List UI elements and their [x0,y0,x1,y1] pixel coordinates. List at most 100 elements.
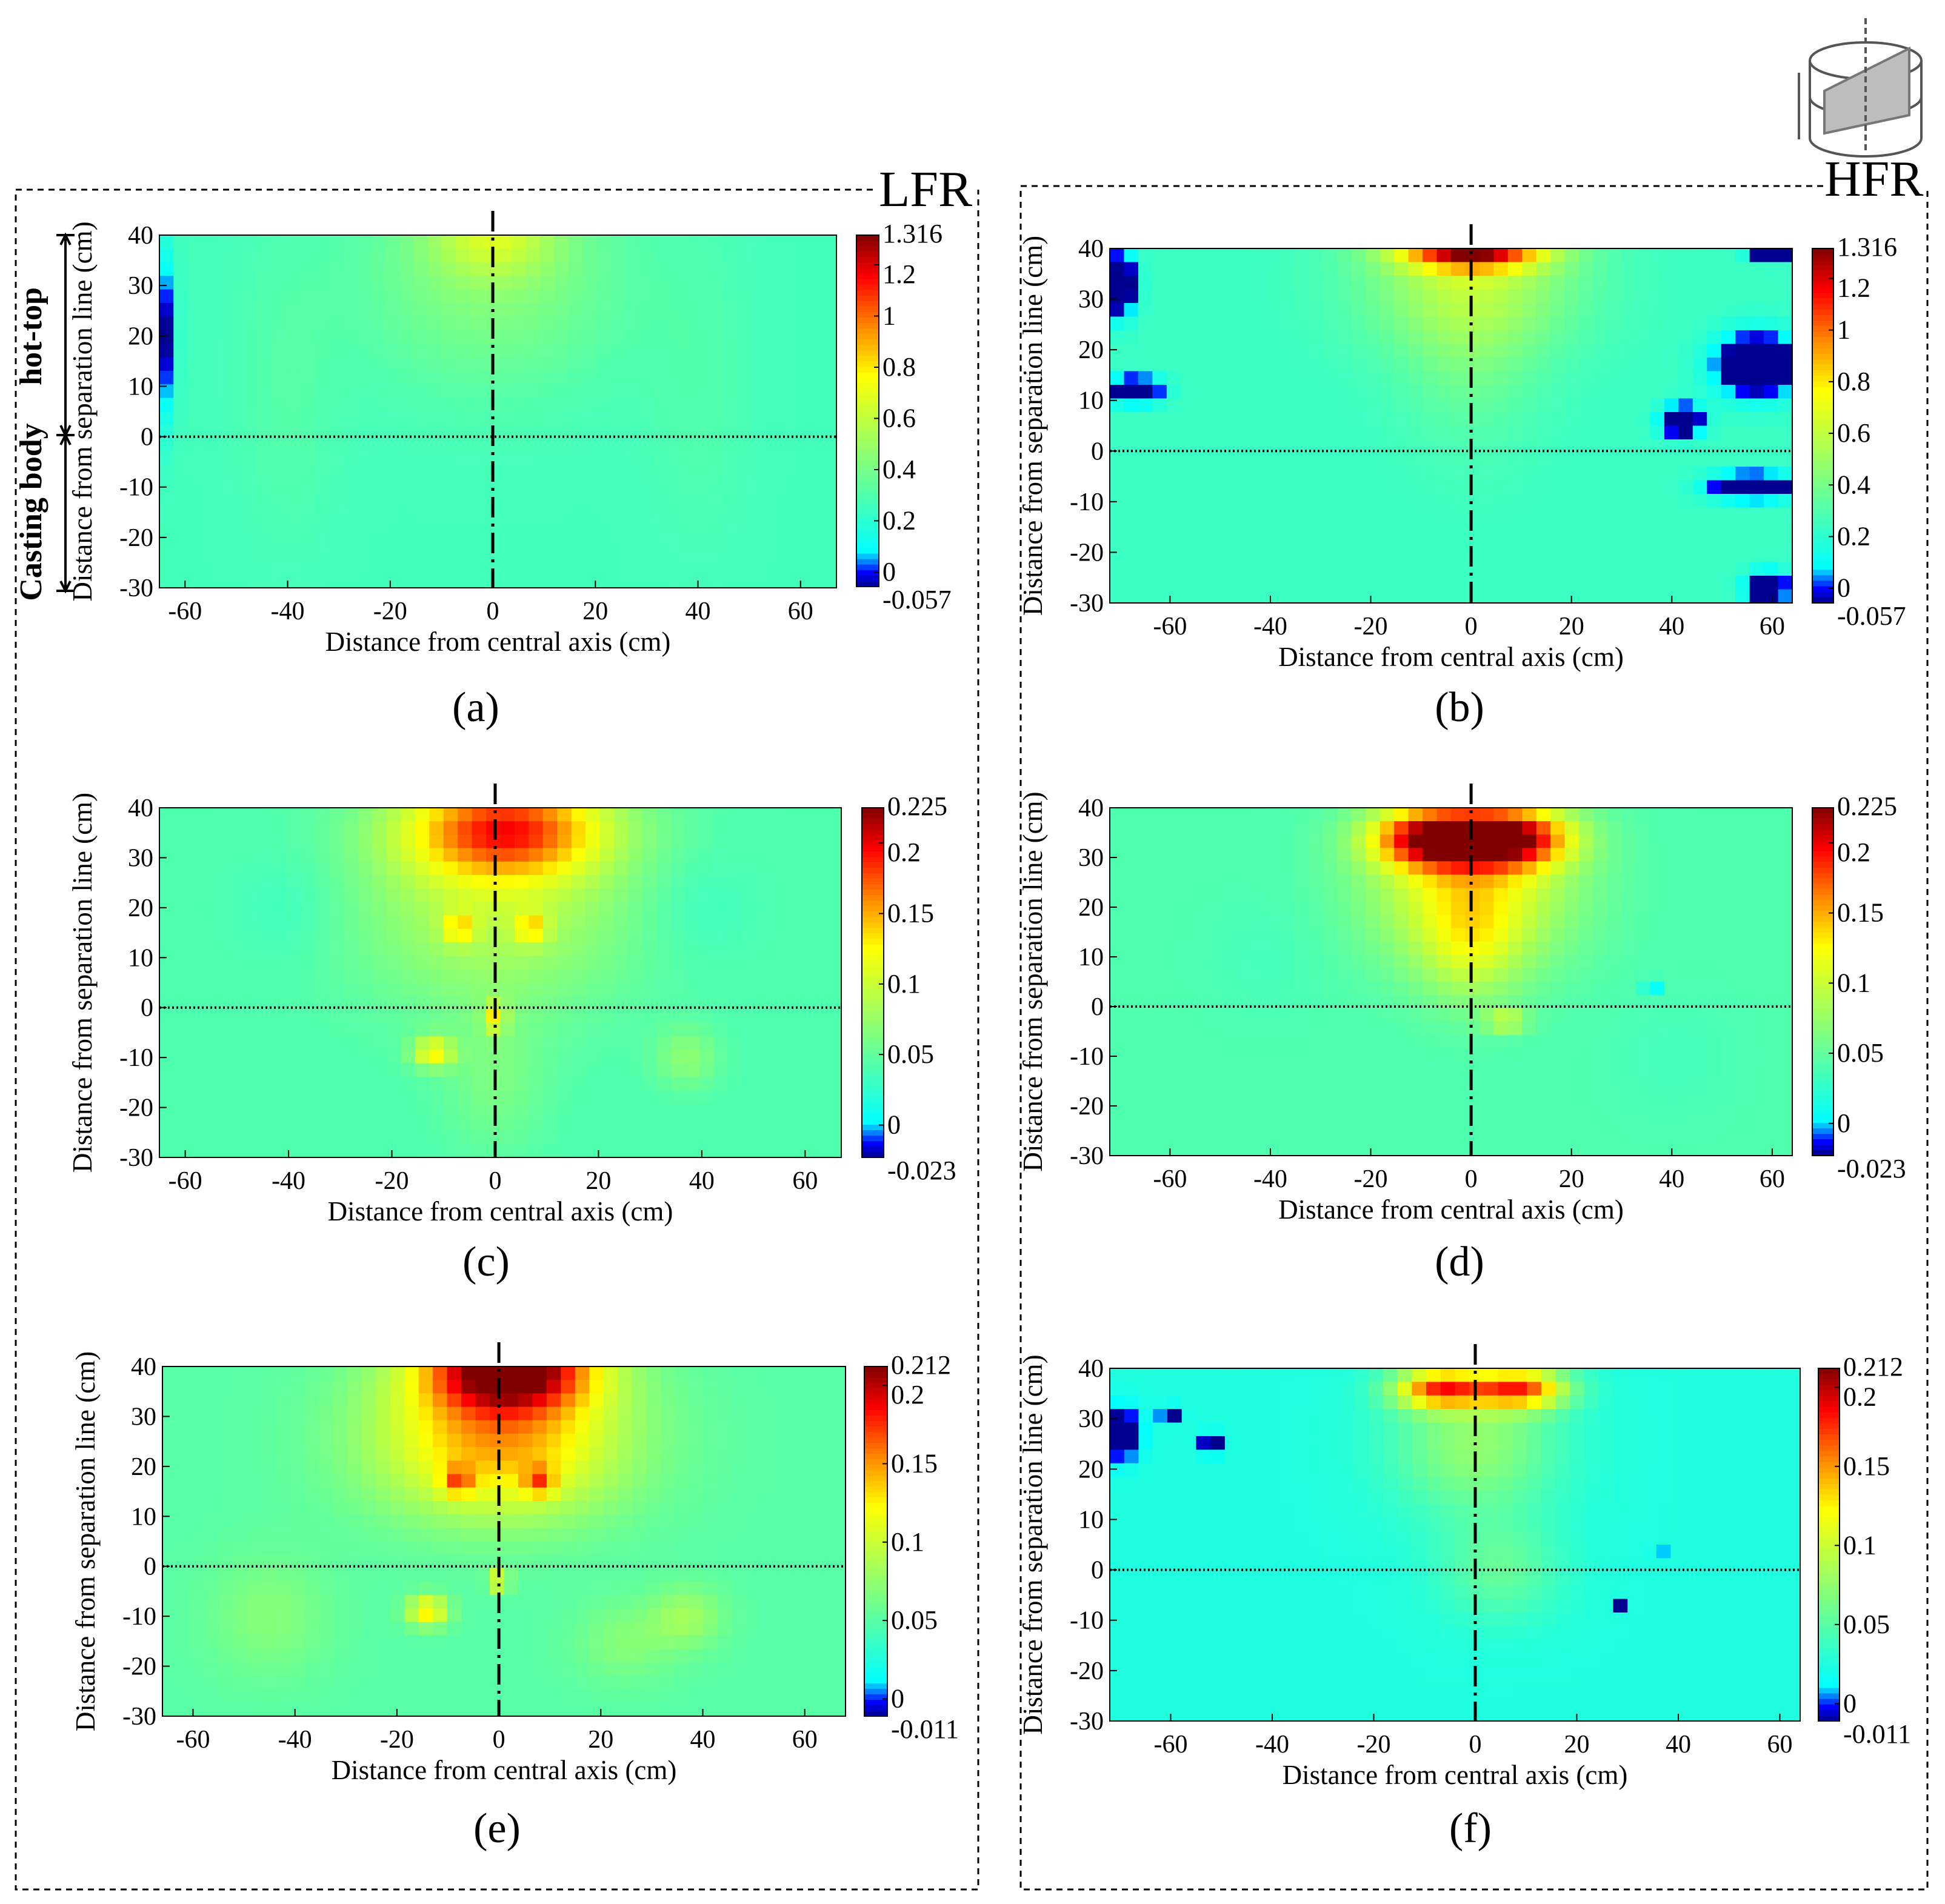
heatmap-cell [752,235,767,250]
heatmap-cell [1607,453,1623,467]
heatmap-cell [1394,548,1409,563]
y-tick-label: 10 [128,373,153,401]
heatmap-cell [1735,494,1750,508]
heatmap-cell [187,902,203,916]
heatmap-cell [1152,1115,1167,1130]
heatmap-cell [1294,289,1310,304]
heatmap-cell [1238,954,1253,969]
heatmap-cell [571,861,586,876]
heatmap-cell [1564,262,1580,276]
heatmap-cell [1323,276,1338,290]
heatmap-cell [628,1090,643,1105]
colorbar-segment [862,966,884,973]
heatmap-cell [1110,808,1125,822]
heatmap-cell [399,248,414,263]
heatmap-cell [344,1130,359,1145]
heatmap-cell [1195,982,1210,996]
heatmap-cell [272,398,287,412]
heatmap-cell [512,262,527,276]
heatmap-cell [798,888,813,903]
heatmap-cell [1493,1035,1509,1050]
heatmap-cell [300,344,315,358]
heatmap-cell [1493,412,1509,427]
heatmap-cell [315,888,331,903]
heatmap-cell [1692,425,1708,440]
heatmap-cell [173,821,188,836]
heatmap-cell [1366,1088,1381,1103]
heatmap-cell [1166,982,1182,996]
heatmap-cell [216,888,231,903]
heatmap-cell [571,942,586,956]
heatmap-cell [429,1117,444,1131]
heatmap-cell [610,411,626,426]
heatmap-cell [713,1050,729,1064]
heatmap-cell [1366,507,1381,522]
heatmap-cell [1152,385,1167,399]
heatmap-cell [301,969,316,984]
heatmap-cell [1209,1008,1224,1023]
heatmap-cell [429,1063,444,1077]
heatmap-cell [216,1050,231,1064]
heatmap-cell [681,438,696,453]
heatmap-cell [230,1103,245,1118]
heatmap-cell [695,316,710,331]
heatmap-cell [1209,589,1224,604]
heatmap-cell [1479,1048,1495,1063]
heatmap-cell [443,928,458,943]
heatmap-cell [413,235,428,250]
heatmap-cell [614,1103,629,1118]
heatmap-cell [596,425,612,439]
heatmap-cell [187,465,202,480]
heatmap-cell [372,956,387,970]
heatmap-cell [1550,1128,1566,1143]
heatmap-cell [372,942,387,956]
heatmap-cell [1309,901,1324,916]
heatmap-cell [1138,521,1153,536]
heatmap-cell [596,398,612,412]
heatmap-cell [727,808,742,822]
heatmap-cell [695,533,710,548]
heatmap-cell [415,1090,430,1105]
heatmap-cell [1423,982,1438,996]
heatmap-cell [344,888,359,903]
heatmap-cell [798,874,813,889]
heatmap-cell [342,520,358,534]
heatmap-cell [1721,276,1736,290]
heatmap-cell [173,533,188,548]
heatmap-cell [1735,398,1750,413]
heatmap-cell [1195,453,1210,467]
heatmap-cell [1152,1062,1167,1076]
heatmap-cell [808,262,823,276]
heatmap-cell [1436,467,1452,481]
heatmap-cell [1223,834,1238,849]
heatmap-cell [827,834,842,849]
heatmap-cell [356,248,372,263]
colorbar-segment [862,950,884,956]
heatmap-cell [642,982,658,997]
heatmap-cell [1536,954,1552,969]
heatmap-cell [599,834,615,849]
heatmap-cell [387,969,402,984]
heatmap-cell [1181,1075,1196,1090]
heatmap-cell [1579,1062,1594,1076]
heatmap-cell [173,1117,188,1131]
heatmap-cell [1550,412,1566,427]
heatmap-cell [681,561,696,575]
heatmap-cell [713,861,729,876]
heatmap-cell [554,302,569,318]
colorbar-segment [856,553,879,560]
panels: -60 -40 -20 0 20 40 60403020100-10-20-30Distan… [67,211,1911,1852]
heatmap-cell [484,302,499,318]
heatmap-cell [709,438,724,453]
heatmap-cell [286,438,301,453]
heatmap-cell [1323,480,1338,494]
heatmap-cell [342,357,358,371]
heatmap-cell [779,248,795,263]
colorbar-segment [1812,304,1833,310]
heatmap-cell [202,902,217,916]
heatmap-cell [159,821,175,836]
heatmap-cell [1507,968,1523,982]
heatmap-cell [1110,954,1125,969]
heatmap-cell [1707,507,1722,522]
heatmap-cell [542,1076,558,1091]
